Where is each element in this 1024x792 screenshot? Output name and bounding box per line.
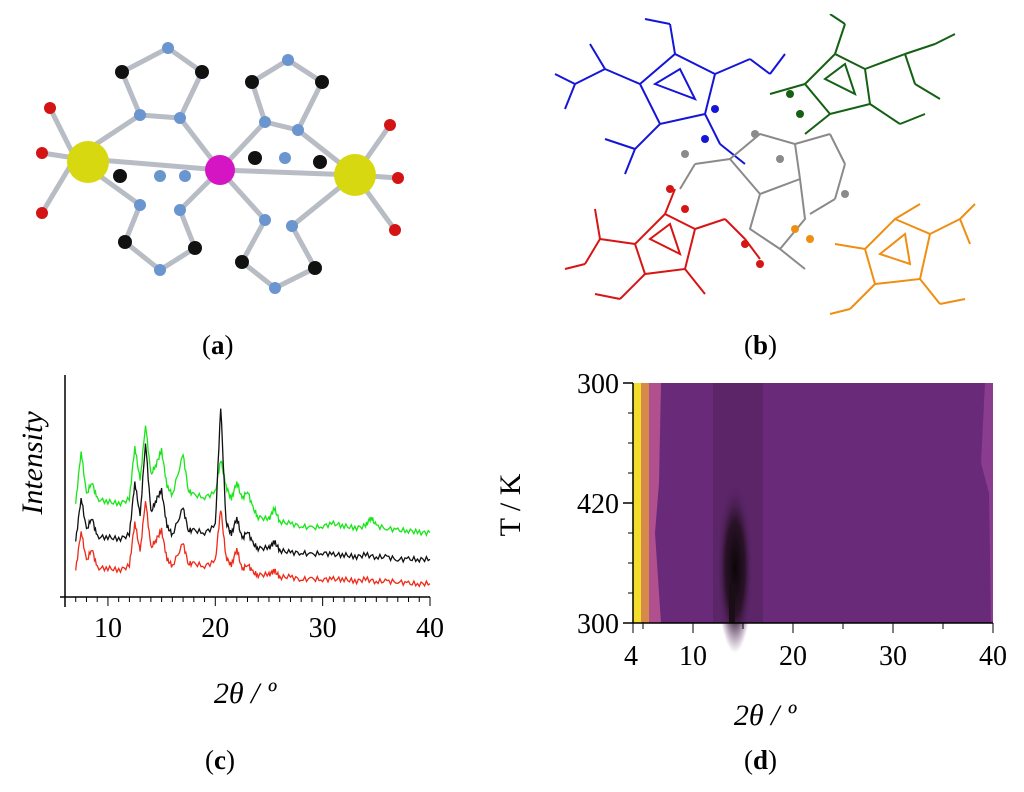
caption-d: (d) <box>744 745 778 775</box>
x-tick-label: 10 <box>679 641 707 672</box>
panel-c-xrd-chart: Intensity 2θ / º 10 20 30 40 <box>16 375 444 710</box>
molecule-red <box>564 188 761 300</box>
x-tick-label: 20 <box>779 641 807 672</box>
x-tick-label: 30 <box>309 613 337 644</box>
x-axis-label: 2θ / º <box>734 699 797 732</box>
x-tick-label: 40 <box>979 641 1007 672</box>
y-tick-label: 420 <box>577 489 619 520</box>
metal-atom-left <box>67 141 109 183</box>
y-tick-label: 300 <box>577 609 619 640</box>
y-axis-label: T / K <box>494 473 527 536</box>
molecule-orange <box>829 203 976 315</box>
x-tick-label: 10 <box>94 613 122 644</box>
x-tick-label: 40 <box>416 613 444 644</box>
caption-c: (c) <box>205 745 235 775</box>
y-tick-label: 300 <box>577 369 619 400</box>
xrd-series-3 <box>75 501 431 588</box>
heatmap-edge-yellow <box>633 383 641 623</box>
panel-a-molecule <box>36 42 404 294</box>
heatmap-edge-right <box>981 383 993 623</box>
metal-atom-right <box>334 154 376 196</box>
metal-atom-center <box>205 155 235 185</box>
panel-b-molecules <box>554 14 976 315</box>
linker-atoms <box>666 90 849 268</box>
x-tick-label: 20 <box>201 613 229 644</box>
heatmap-edge-pink <box>649 383 661 623</box>
heatmap-dark-peak <box>717 483 753 653</box>
axes: 10 20 30 40 <box>60 375 444 644</box>
heatmap-background <box>633 383 993 623</box>
xrd-series-2 <box>75 408 431 564</box>
y-axis-label: Intensity <box>16 411 49 516</box>
caption-b: (b) <box>744 330 778 360</box>
x-axis-label: 2θ / º <box>214 677 277 710</box>
xrd-series-1 <box>75 425 431 538</box>
heatmap-area <box>633 383 993 653</box>
caption-a: (a) <box>202 330 234 360</box>
molecule-green <box>769 14 956 135</box>
atoms <box>36 42 404 294</box>
molecule-blue <box>554 18 786 175</box>
x-tick-label: 4 <box>624 641 638 672</box>
molecule-gray <box>679 132 846 270</box>
heatmap-dark-core <box>729 583 735 623</box>
x-tick-label: 30 <box>879 641 907 672</box>
heatmap-edge-orange <box>641 383 649 623</box>
series-group <box>75 408 431 588</box>
